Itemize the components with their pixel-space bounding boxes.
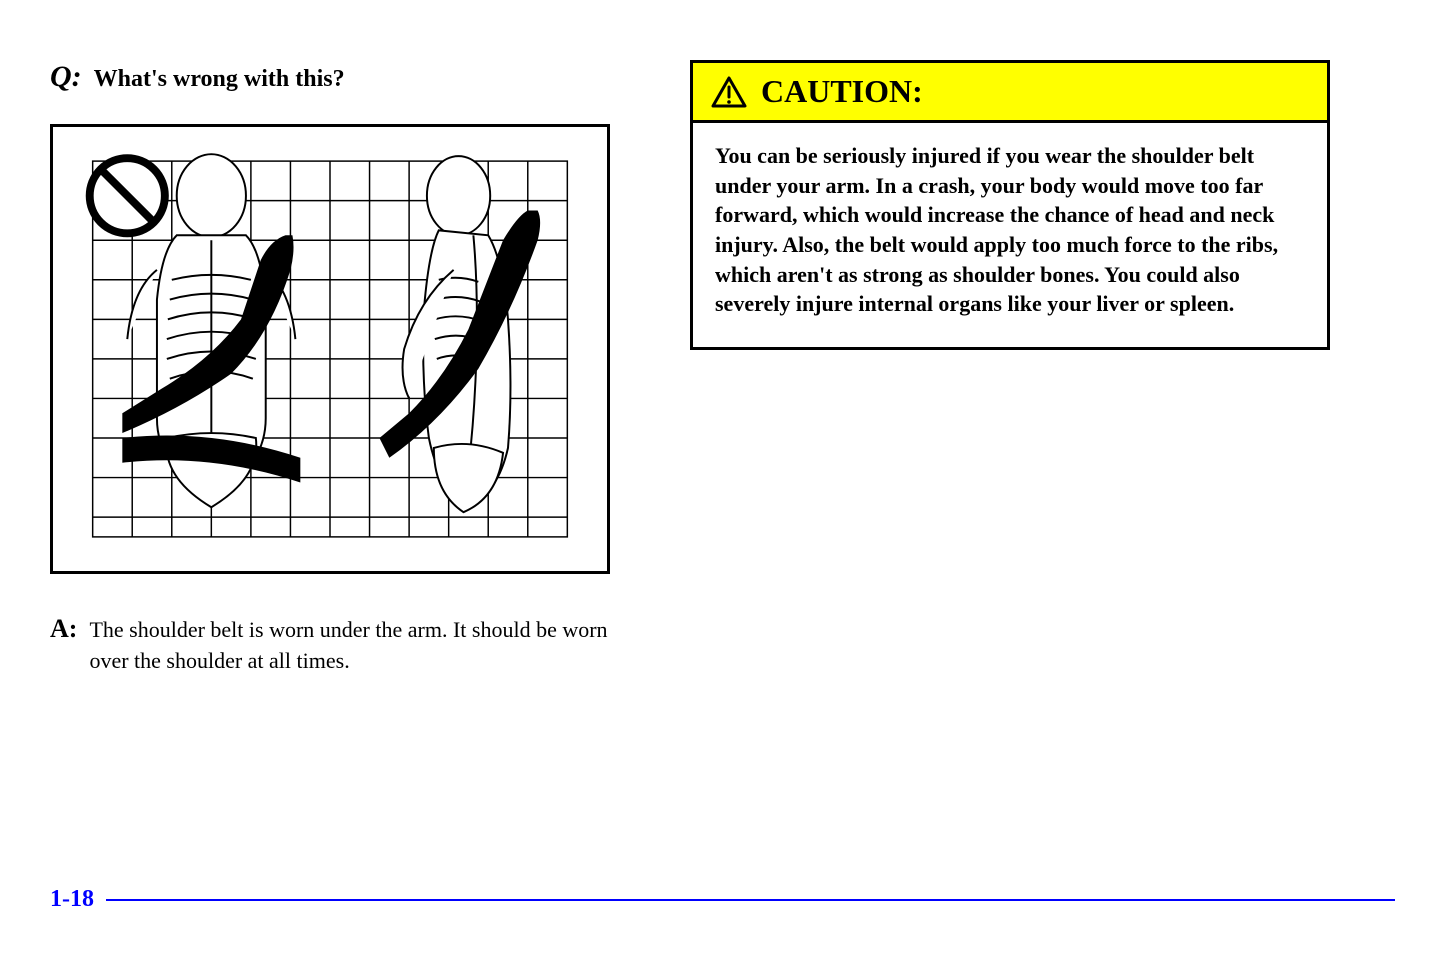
answer-row: A: The shoulder belt is worn under the a… — [50, 614, 630, 677]
q-marker: Q: — [50, 60, 82, 94]
answer-text: The shoulder belt is worn under the arm.… — [89, 615, 630, 677]
warning-triangle-icon — [711, 76, 747, 108]
page-number: 1-18 — [50, 886, 94, 913]
illustration-box — [50, 124, 610, 574]
caution-box: CAUTION: You can be seriously injured if… — [690, 60, 1330, 350]
caution-title: CAUTION: — [761, 73, 923, 110]
page-footer: 1-18 — [50, 886, 1395, 913]
caution-body: You can be seriously injured if you wear… — [693, 123, 1327, 347]
page-content: Q: What's wrong with this? — [50, 60, 1395, 695]
question-text: What's wrong with this? — [94, 66, 345, 93]
footer-rule — [106, 899, 1395, 901]
caution-header: CAUTION: — [693, 63, 1327, 123]
a-marker: A: — [50, 614, 77, 644]
question-row: Q: What's wrong with this? — [50, 60, 630, 94]
left-column: Q: What's wrong with this? — [50, 60, 630, 695]
prohibition-icon — [90, 158, 165, 233]
skeleton-seatbelt-illustration — [63, 137, 597, 561]
right-column: CAUTION: You can be seriously injured if… — [690, 60, 1340, 695]
